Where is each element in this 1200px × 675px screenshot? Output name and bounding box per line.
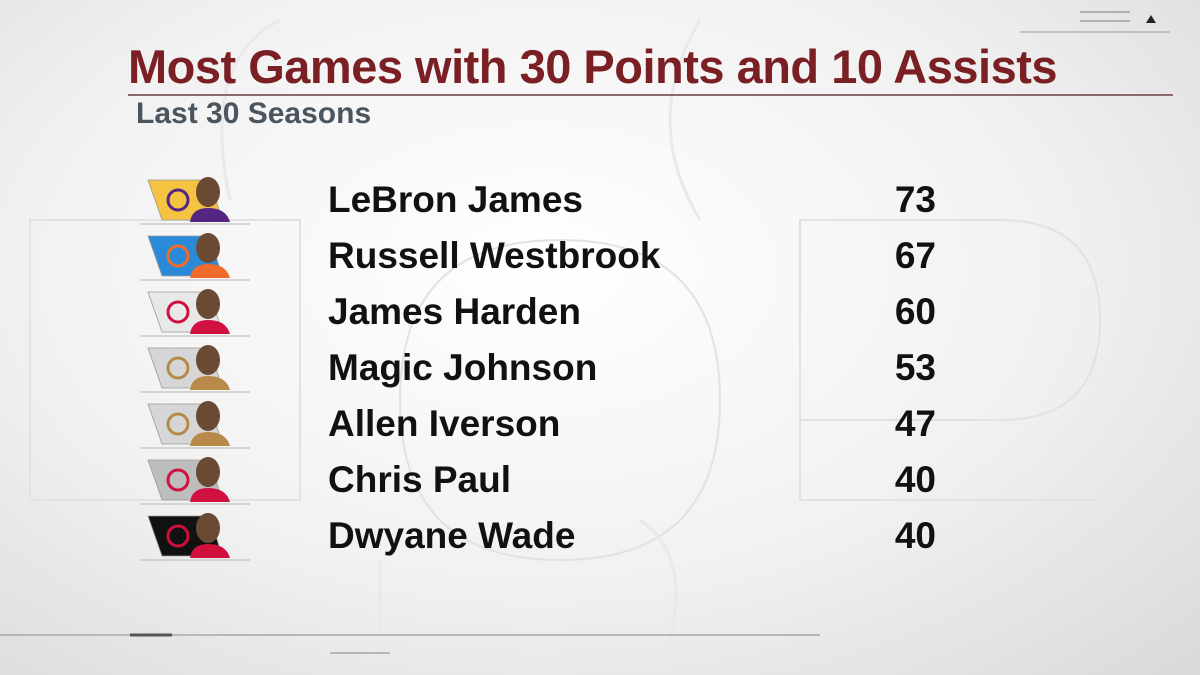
player-name: Chris Paul — [328, 459, 511, 500]
decorative-bottom-lines — [0, 633, 820, 654]
hall-of-fame-logo-icon — [140, 401, 250, 449]
table-row: Dwyane Wade 40 — [0, 508, 1200, 564]
games-count: 67 — [894, 235, 936, 276]
player-name: LeBron James — [328, 179, 583, 220]
table-row: LeBron James 73 — [0, 172, 1200, 228]
table-row: Russell Westbrook 67 — [0, 228, 1200, 284]
table-row: Chris Paul 40 — [0, 452, 1200, 508]
rockets-logo-icon — [140, 457, 250, 505]
thunder-logo-icon — [140, 233, 250, 281]
chart-subtitle: Last 30 Seasons — [136, 97, 372, 130]
games-count: 47 — [894, 403, 936, 444]
rockets-logo-icon — [140, 289, 250, 337]
table-row: James Harden 60 — [0, 284, 1200, 340]
player-name: Russell Westbrook — [328, 235, 661, 276]
table-row: Allen Iverson 47 — [0, 396, 1200, 452]
games-count: 73 — [894, 179, 936, 220]
player-name: Magic Johnson — [328, 347, 598, 388]
games-count: 53 — [894, 347, 936, 388]
title-rule — [128, 94, 1173, 96]
player-name: Dwyane Wade — [328, 515, 576, 556]
games-count: 40 — [894, 459, 936, 500]
player-name: Allen Iverson — [328, 403, 561, 444]
games-count: 60 — [894, 291, 936, 332]
player-name: James Harden — [328, 291, 581, 332]
lakers-logo-icon — [140, 177, 250, 225]
hall-of-fame-logo-icon — [140, 345, 250, 393]
decorative-menu-lines — [1020, 11, 1170, 33]
table-row: Magic Johnson 53 — [0, 340, 1200, 396]
games-count: 40 — [894, 515, 936, 556]
chart-title: Most Games with 30 Points and 10 Assists — [128, 40, 1058, 93]
heat-logo-icon — [140, 513, 250, 561]
